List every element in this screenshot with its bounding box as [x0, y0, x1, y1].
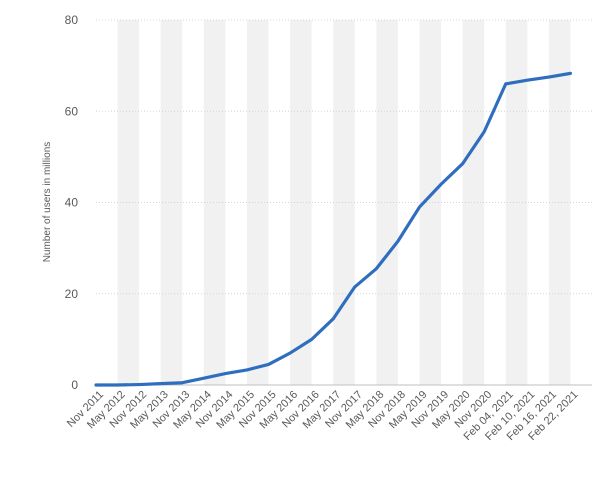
series-line [94, 71, 573, 387]
data-point [440, 183, 443, 186]
background-band [117, 20, 140, 385]
y-tick-label: 40 [65, 196, 79, 210]
data-point [159, 382, 162, 385]
background-bands [117, 20, 571, 385]
data-point [181, 381, 184, 384]
data-point [245, 368, 248, 371]
data-point [202, 377, 205, 380]
gridlines [96, 19, 592, 386]
background-band [246, 20, 269, 385]
data-point [267, 363, 270, 366]
data-point [353, 285, 356, 288]
data-point [224, 372, 227, 375]
data-point [569, 72, 572, 75]
y-tick-label: 0 [71, 378, 78, 392]
background-band [548, 20, 571, 385]
data-point [547, 76, 550, 79]
data-point [526, 79, 529, 82]
y-axis-ticks: 0 20 40 60 80 [65, 13, 79, 392]
data-point [375, 267, 378, 270]
data-point [310, 338, 313, 341]
y-tick-label: 80 [65, 13, 79, 27]
series-layer [94, 71, 573, 387]
y-axis-label: Number of users in millions [42, 142, 53, 263]
data-point [332, 317, 335, 320]
data-point [483, 130, 486, 133]
data-point [116, 384, 119, 387]
y-tick-label: 60 [65, 104, 79, 118]
data-point [138, 383, 141, 386]
data-point [289, 352, 292, 355]
data-point [396, 240, 399, 243]
data-point [418, 206, 421, 209]
y-tick-label: 20 [65, 287, 79, 301]
data-point [461, 162, 464, 165]
data-point [504, 82, 507, 85]
data-point [95, 384, 98, 387]
